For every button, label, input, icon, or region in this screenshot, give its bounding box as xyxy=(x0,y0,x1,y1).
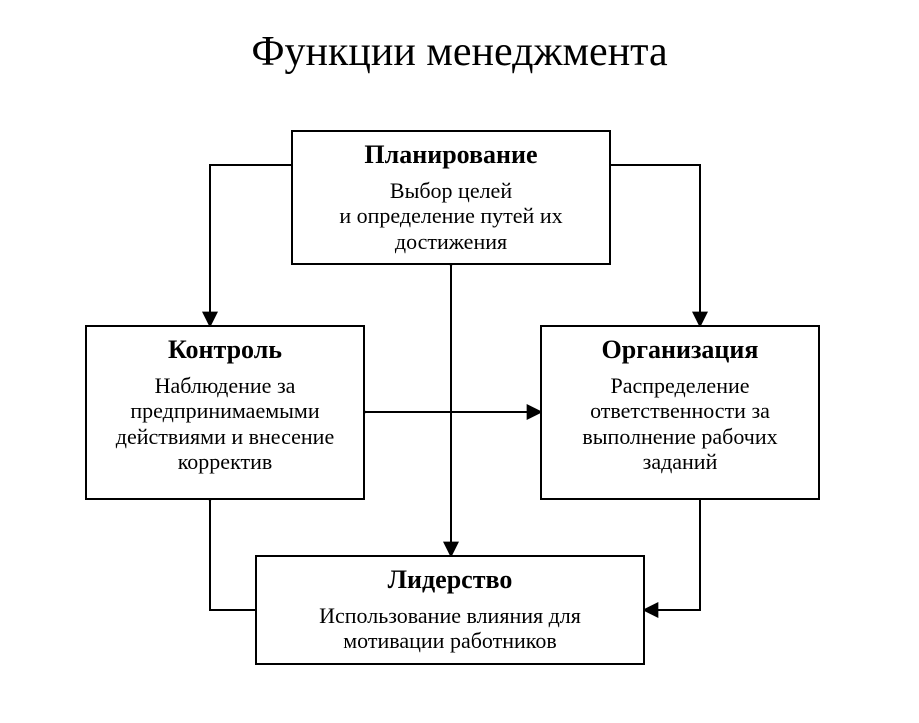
node-title: Контроль xyxy=(97,335,353,365)
node-title: Организация xyxy=(552,335,808,365)
node-organization: Организация Распределениеответственности … xyxy=(540,325,820,500)
edge-0 xyxy=(210,165,291,325)
node-desc: Распределениеответственности завыполнени… xyxy=(552,373,808,474)
node-title: Лидерство xyxy=(267,565,633,595)
edge-1 xyxy=(611,165,700,325)
node-desc: Использование влияния длямотивации работ… xyxy=(267,603,633,654)
diagram-title: Функции менеджмента xyxy=(0,28,919,76)
node-desc: Наблюдение запредпринимаемымидействиями … xyxy=(97,373,353,474)
edge-3 xyxy=(645,500,700,610)
node-planning: Планирование Выбор целейи определение пут… xyxy=(291,130,611,265)
node-leadership: Лидерство Использование влияния длямотива… xyxy=(255,555,645,665)
edge-2 xyxy=(210,500,255,610)
node-desc: Выбор целейи определение путей ихдостиже… xyxy=(303,178,599,254)
node-control: Контроль Наблюдение запредпринимаемымидей… xyxy=(85,325,365,500)
node-title: Планирование xyxy=(303,140,599,170)
